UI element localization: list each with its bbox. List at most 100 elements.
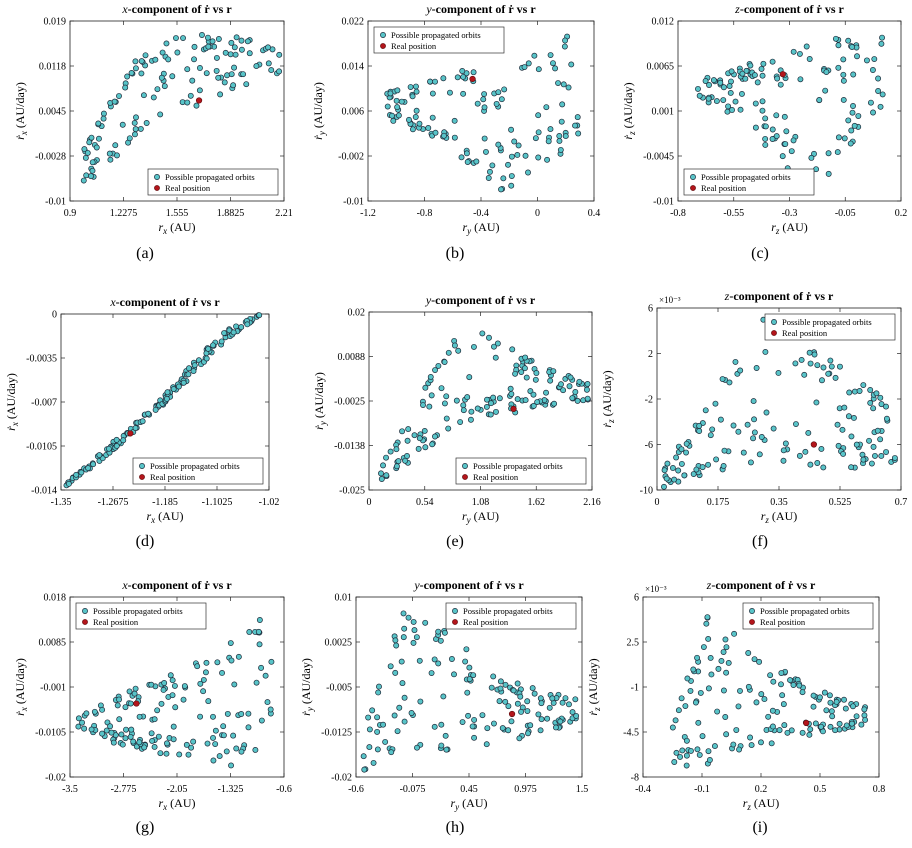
orbit-point bbox=[827, 357, 834, 364]
orbit-point bbox=[132, 58, 139, 65]
orbit-point bbox=[847, 140, 854, 147]
y-tick-label: -8 bbox=[631, 773, 639, 784]
orbit-point bbox=[417, 698, 424, 705]
y-tick-label: -1 bbox=[631, 683, 639, 694]
orbit-point bbox=[493, 100, 500, 107]
orbit-point bbox=[138, 58, 145, 65]
orbit-point bbox=[877, 103, 884, 110]
orbit-point bbox=[669, 724, 676, 731]
orbit-point bbox=[673, 749, 680, 756]
orbit-point bbox=[230, 82, 237, 89]
real-position-point bbox=[195, 97, 203, 104]
orbit-point bbox=[744, 421, 751, 428]
orbit-point bbox=[231, 64, 238, 71]
orbit-point bbox=[720, 687, 727, 694]
orbit-point bbox=[141, 744, 148, 751]
orbit-point bbox=[491, 720, 497, 727]
subplot-caption: (i) bbox=[752, 819, 767, 836]
orbit-point bbox=[161, 83, 168, 90]
y-tick-label: -0.01 bbox=[45, 197, 66, 208]
orbit-point bbox=[183, 741, 190, 748]
orbit-point bbox=[131, 690, 138, 697]
orbit-point bbox=[432, 78, 438, 85]
orbit-point bbox=[406, 116, 412, 123]
orbit-point bbox=[128, 70, 135, 76]
orbit-point bbox=[370, 759, 377, 766]
chart-title: x-component of ṙ vs r bbox=[121, 2, 232, 16]
orbit-point bbox=[190, 368, 197, 375]
orbit-point bbox=[704, 614, 711, 621]
y-tick-label: 6 bbox=[634, 593, 639, 604]
orbit-point bbox=[722, 636, 729, 643]
orbit-point bbox=[834, 421, 841, 428]
orbit-point bbox=[869, 67, 876, 73]
orbit-point bbox=[835, 42, 842, 49]
orbit-point bbox=[454, 74, 461, 81]
x-tick-label: 0.2 bbox=[895, 208, 908, 219]
legend-orbit-label: Possible propagated orbits bbox=[760, 606, 850, 616]
orbit-point bbox=[839, 426, 846, 433]
orbit-point bbox=[215, 36, 222, 42]
orbit-point bbox=[118, 731, 125, 738]
orbit-point bbox=[119, 121, 126, 128]
orbit-point bbox=[752, 100, 759, 107]
orbit-point bbox=[525, 169, 531, 176]
orbit-point bbox=[459, 719, 466, 726]
orbit-point bbox=[409, 93, 416, 100]
orbit-point bbox=[835, 134, 842, 141]
orbit-point bbox=[148, 681, 155, 688]
x-tick-label: -0.55 bbox=[723, 208, 744, 219]
orbit-point bbox=[441, 359, 448, 365]
orbit-point bbox=[552, 65, 559, 72]
orbit-point bbox=[703, 620, 710, 627]
orbit-point bbox=[116, 716, 123, 723]
orbit-point bbox=[498, 96, 505, 103]
orbit-point bbox=[216, 753, 223, 760]
orbit-point bbox=[470, 672, 477, 679]
orbit-point bbox=[754, 79, 761, 86]
orbit-point bbox=[721, 447, 728, 454]
legend-real-label: Real position bbox=[150, 472, 196, 482]
y-tick-label: -0.01 bbox=[653, 197, 674, 208]
orbit-point bbox=[758, 691, 765, 698]
orbit-point bbox=[748, 742, 755, 749]
orbit-point bbox=[90, 461, 97, 468]
orbit-point bbox=[758, 65, 765, 72]
orbit-point bbox=[793, 421, 799, 427]
orbit-point bbox=[126, 135, 133, 142]
x-tick-label: -0.075 bbox=[400, 784, 426, 795]
orbit-point bbox=[413, 107, 420, 114]
orbit-point bbox=[138, 70, 145, 77]
orbit-point bbox=[75, 723, 82, 730]
legend-orbit-marker bbox=[462, 463, 468, 469]
legend-real-label: Real position bbox=[165, 183, 211, 193]
orbit-point bbox=[150, 94, 157, 101]
orbit-point bbox=[841, 135, 848, 142]
orbit-point bbox=[374, 728, 381, 735]
orbit-point bbox=[769, 723, 776, 730]
orbit-point bbox=[213, 67, 220, 74]
y-tick-label: 0.022 bbox=[342, 17, 365, 28]
x-tick-label: -1.2675 bbox=[98, 497, 129, 508]
orbit-point bbox=[511, 138, 518, 145]
orbit-point bbox=[399, 680, 406, 687]
orbit-point bbox=[779, 153, 786, 160]
orbit-point bbox=[481, 135, 488, 142]
orbit-point bbox=[710, 77, 717, 84]
orbit-point bbox=[393, 463, 400, 470]
orbit-point bbox=[81, 146, 88, 153]
subplot-h: -0.6 -0.075 0.45 0.975 1.5 -0.02 -0.0125 -0.005… bbox=[299, 578, 588, 836]
y-tick-label: 0.0118 bbox=[39, 62, 66, 73]
orbit-point bbox=[752, 124, 759, 131]
x-axis-label: rx (AU) bbox=[159, 796, 196, 812]
orbit-point bbox=[376, 683, 382, 690]
orbit-point bbox=[410, 639, 417, 646]
x-tick-label: 0.35 bbox=[770, 497, 788, 508]
orbit-point bbox=[720, 84, 727, 91]
orbit-point bbox=[169, 677, 176, 684]
orbit-point bbox=[845, 37, 852, 44]
orbit-point bbox=[483, 741, 490, 748]
orbit-point bbox=[374, 714, 381, 721]
orbit-point bbox=[387, 90, 394, 97]
